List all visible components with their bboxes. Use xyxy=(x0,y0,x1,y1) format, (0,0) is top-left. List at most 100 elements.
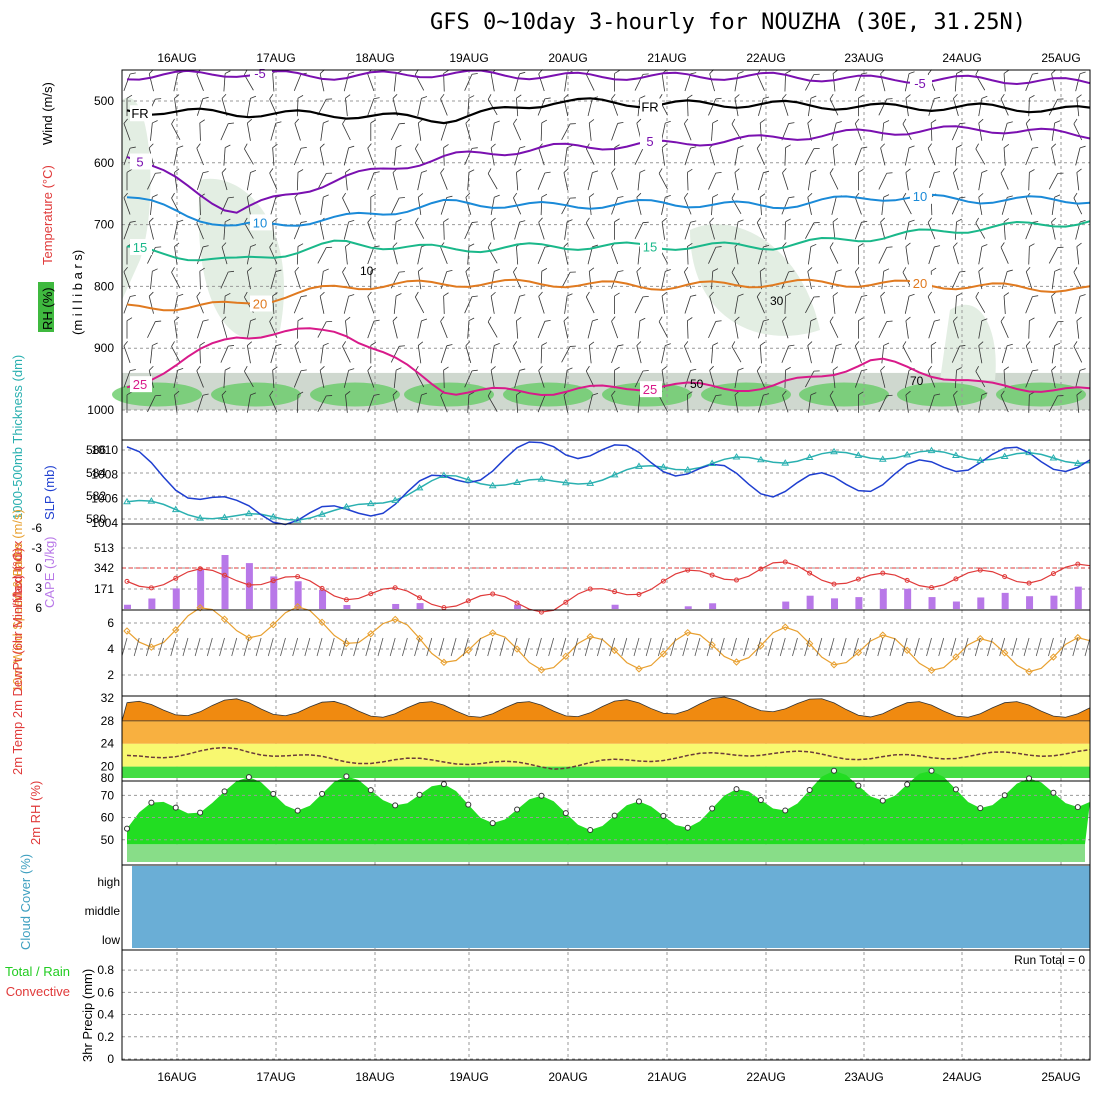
wind10m-barb xyxy=(426,637,433,657)
wind-barb xyxy=(731,341,742,363)
wind-barb xyxy=(585,69,595,91)
wind-barb xyxy=(684,146,697,166)
wind-barb xyxy=(564,219,573,240)
lifted-point xyxy=(758,566,764,572)
wind-barb xyxy=(465,118,472,141)
wind-barb xyxy=(490,143,496,166)
thickness-point xyxy=(830,447,838,455)
wind-barb xyxy=(758,170,770,191)
y-label-slp: SLP (mb) xyxy=(42,465,57,520)
wind-barb xyxy=(758,319,770,339)
wind-barb xyxy=(171,118,181,141)
thickness-point xyxy=(342,502,351,510)
wind-barb xyxy=(756,365,765,388)
wind-barb xyxy=(319,69,325,92)
cape-bar xyxy=(977,597,985,609)
wind-barb xyxy=(854,294,868,314)
wind-barb xyxy=(878,98,893,116)
wind-barb xyxy=(393,293,402,314)
date-label-top: 23AUG xyxy=(844,51,883,65)
wind-barb xyxy=(319,143,325,166)
wind-barb xyxy=(880,217,886,240)
wind-barb xyxy=(805,296,820,314)
wind-barb xyxy=(244,366,254,388)
wind-barb xyxy=(708,394,722,413)
wind-barb xyxy=(173,219,184,240)
wind-barb xyxy=(634,295,649,314)
cape-bar xyxy=(952,601,960,609)
y-label-lifted: Lifted Index xyxy=(10,540,25,608)
thickness-point xyxy=(781,459,790,466)
date-label-top: 21AUG xyxy=(647,51,686,65)
lifted-point xyxy=(148,585,154,591)
wind10m-point xyxy=(391,615,399,624)
wind10m-barb xyxy=(767,637,774,657)
thickness-point xyxy=(903,450,912,458)
wind-barb xyxy=(272,292,278,314)
wind-barb xyxy=(927,217,936,240)
wind-barb xyxy=(246,118,253,141)
wind-barb xyxy=(370,193,377,216)
wind-barb xyxy=(880,365,886,388)
wind-barb xyxy=(927,365,936,388)
wind-barb xyxy=(687,391,693,413)
wind-barb xyxy=(1028,317,1035,339)
wind-barb xyxy=(807,341,813,364)
wind-barb xyxy=(831,343,842,364)
wind-barb xyxy=(293,146,307,166)
wind-barb xyxy=(246,392,257,413)
slp-line xyxy=(126,441,1091,526)
wind-barb xyxy=(417,96,428,117)
wind-barb xyxy=(636,192,642,215)
chart-title: GFS 0~10day 3-hourly for NOUZHA (30E, 31… xyxy=(430,10,1027,35)
wind-barb xyxy=(807,169,817,191)
wind-barb xyxy=(637,169,646,191)
wind-barb xyxy=(661,217,667,240)
wind-barb xyxy=(611,344,624,363)
wind10m-point xyxy=(610,646,619,655)
contour-label-bg xyxy=(640,133,662,150)
wind-barb xyxy=(1000,93,1009,116)
run-total: Run Total = 0 xyxy=(1014,953,1085,967)
precip-tick: 0.6 xyxy=(97,985,114,999)
wind10m-point xyxy=(854,648,863,657)
wind-barb xyxy=(857,243,864,265)
wind-barb xyxy=(296,169,304,191)
wind10m-barb xyxy=(328,637,335,657)
wind-barb xyxy=(319,291,325,314)
wind-barb xyxy=(951,270,966,289)
wind-barb xyxy=(465,192,472,215)
wind-barb xyxy=(905,316,911,339)
wind-barb xyxy=(587,244,599,265)
thickness-point xyxy=(976,456,985,463)
wind-barb xyxy=(490,120,500,141)
wind-barb xyxy=(1000,390,1009,413)
wind-barb xyxy=(223,70,231,92)
wind-barb xyxy=(414,291,425,314)
wind-barb xyxy=(393,367,402,389)
wind10m-barb xyxy=(475,637,481,657)
wind-barb xyxy=(487,168,498,190)
cape-bar xyxy=(416,603,424,609)
wind-barb xyxy=(342,118,351,141)
wind-barb xyxy=(367,171,380,190)
wind10m-point xyxy=(903,646,911,655)
thickness-point xyxy=(1073,459,1082,466)
wind-barb xyxy=(930,119,937,141)
rh-tick: 70 xyxy=(101,788,115,802)
wind10m-barb xyxy=(304,637,311,657)
wind-barb xyxy=(393,144,402,166)
wind-barb xyxy=(829,93,839,116)
wind10m-barb xyxy=(938,637,945,657)
rh2m-point xyxy=(489,820,496,827)
cape-bar xyxy=(1026,596,1034,609)
wind-barb xyxy=(1003,218,1010,240)
lifted-tick: 0 xyxy=(35,561,42,575)
wind-barb xyxy=(538,217,545,240)
wind-barb xyxy=(1025,341,1033,364)
wind-barb xyxy=(709,217,715,240)
wind-barb xyxy=(978,118,984,141)
wind-barb xyxy=(759,119,766,141)
wind-barb xyxy=(661,194,671,215)
wind-barb xyxy=(709,291,715,314)
